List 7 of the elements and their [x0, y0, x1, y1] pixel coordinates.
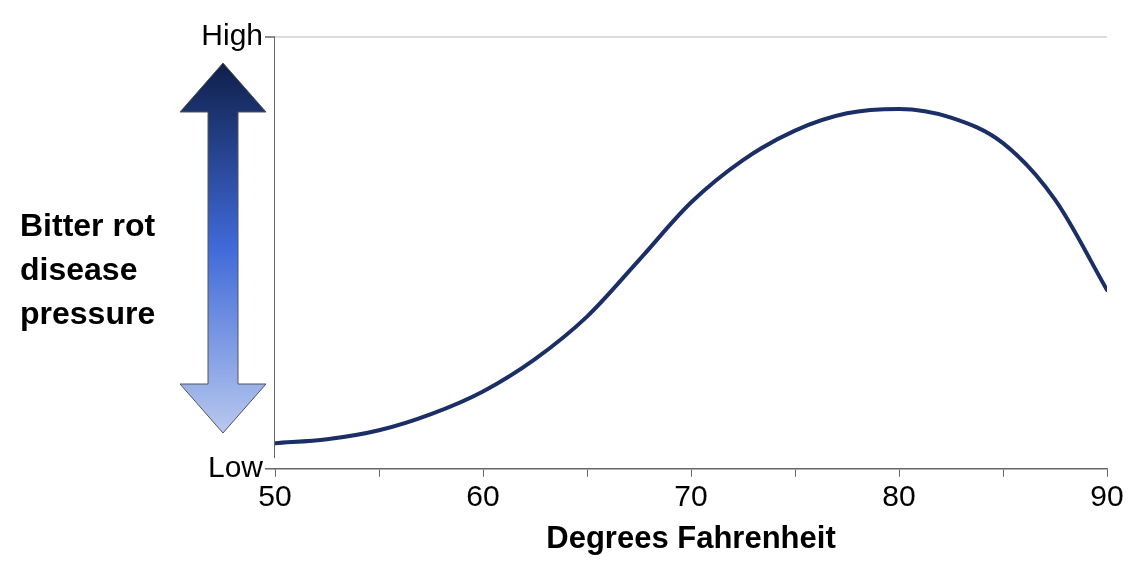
x-tick-label: 70 — [674, 479, 708, 513]
y-axis-title: Bitter rot disease pressure — [20, 206, 157, 333]
x-axis-title: Degrees Fahrenheit — [546, 519, 836, 555]
text: High — [201, 18, 263, 52]
x-tick-label: 60 — [466, 479, 500, 513]
x-tick-label: 90 — [1090, 479, 1124, 513]
x-tick-label: 80 — [882, 479, 916, 513]
